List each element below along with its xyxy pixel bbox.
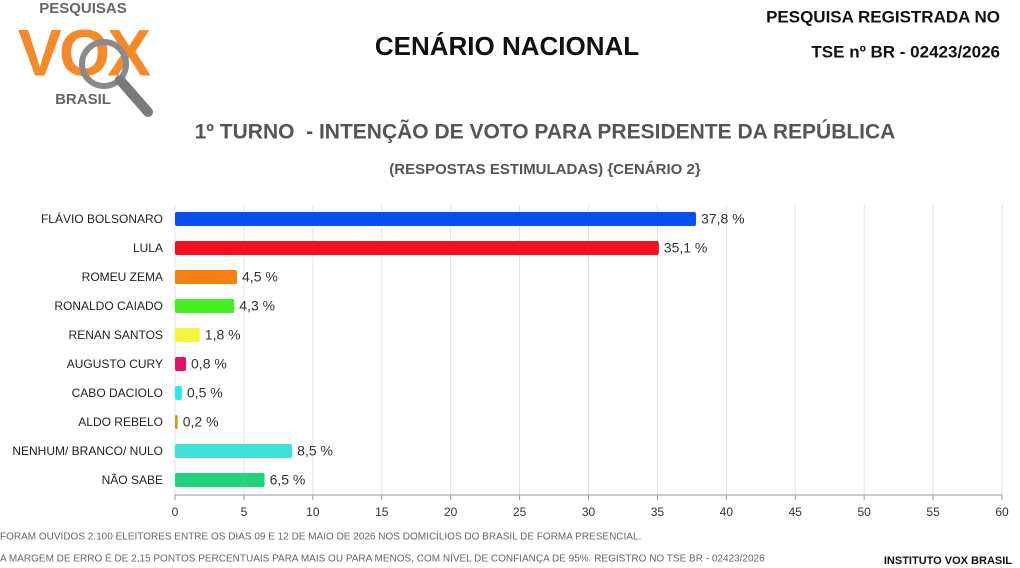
- value-label: 1,8 %: [205, 327, 241, 343]
- bar: [175, 299, 235, 313]
- bar: [175, 241, 659, 255]
- x-tick-label: 60: [995, 505, 1009, 519]
- x-tick-label: 35: [651, 505, 665, 519]
- bar: [175, 444, 293, 458]
- bar: [175, 473, 265, 487]
- x-tick-label: 25: [513, 505, 527, 519]
- x-tick-label: 5: [241, 505, 248, 519]
- y-tick-label: AUGUSTO CURY: [67, 357, 163, 371]
- x-tick-label: 55: [926, 505, 940, 519]
- y-tick-label: NÃO SABE: [102, 473, 163, 487]
- value-label: 6,5 %: [270, 472, 306, 488]
- bar: [175, 212, 697, 226]
- logo-lens: [79, 39, 129, 89]
- x-tick-label: 10: [306, 505, 320, 519]
- bar: [175, 357, 187, 371]
- logo-bottom: BRASIL: [55, 91, 111, 108]
- y-tick-label: CABO DACIOLO: [72, 386, 163, 400]
- header-title: CENÁRIO NACIONAL: [375, 31, 639, 61]
- registration: TSE nº BR - 02423/2026: [811, 42, 1000, 61]
- logo-handle: [115, 75, 153, 117]
- x-tick-label: 30: [582, 505, 596, 519]
- value-label: 0,2 %: [183, 414, 219, 430]
- logo: PESQUISAS VOX BRASIL: [18, 0, 154, 117]
- bar: [175, 386, 182, 400]
- value-label: 8,5 %: [297, 443, 333, 459]
- x-tick-label: 45: [789, 505, 803, 519]
- chart-title: 1º TURNO - INTENÇÃO DE VOTO PARA PRESIDE…: [195, 120, 896, 144]
- value-label: 4,3 %: [239, 298, 275, 314]
- value-label: 0,8 %: [191, 356, 227, 372]
- x-tick-label: 0: [172, 505, 179, 519]
- source: INSTITUTO VOX BRASIL: [884, 555, 1012, 567]
- y-tick-label: NENHUM/ BRANCO/ NULO: [12, 444, 163, 458]
- bar: [175, 328, 200, 342]
- y-tick-label: RENAN SANTOS: [69, 328, 163, 342]
- registration: PESQUISA REGISTRADA NO: [766, 7, 1000, 26]
- value-label: 37,8 %: [701, 211, 745, 227]
- x-tick-label: 15: [375, 505, 389, 519]
- bar: [175, 270, 238, 284]
- plot: 0 5 10 15 20 25 30 35 40 45 50 55 60 FLÁVIO BOLSONARO…: [12, 205, 1009, 519]
- footer-note: FORAM OUVIDOS 2.100 ELEITORES ENTRE OS D…: [0, 530, 641, 543]
- x-tick-label: 40: [720, 505, 734, 519]
- y-tick-label: LULA: [133, 241, 163, 255]
- x-tick-label: 50: [857, 505, 871, 519]
- y-tick-label: ROMEU ZEMA: [82, 270, 163, 284]
- value-label: 4,5 %: [242, 269, 278, 285]
- logo-top: PESQUISAS: [39, 0, 127, 17]
- footer-note: A MARGEM DE ERRO É DE 2,15 PONTOS PERCEN…: [0, 552, 765, 565]
- value-label: 35,1 %: [664, 240, 708, 256]
- x-tick-label: 20: [444, 505, 458, 519]
- y-tick-label: ALDO REBELO: [78, 415, 163, 429]
- y-tick-label: FLÁVIO BOLSONARO: [41, 211, 163, 226]
- bar: [175, 415, 178, 429]
- chart-subtitle: (RESPOSTAS ESTIMULADAS) {CENÁRIO 2}: [389, 161, 701, 178]
- y-tick-label: RONALDO CAIADO: [54, 299, 163, 313]
- value-label: 0,5 %: [187, 385, 223, 401]
